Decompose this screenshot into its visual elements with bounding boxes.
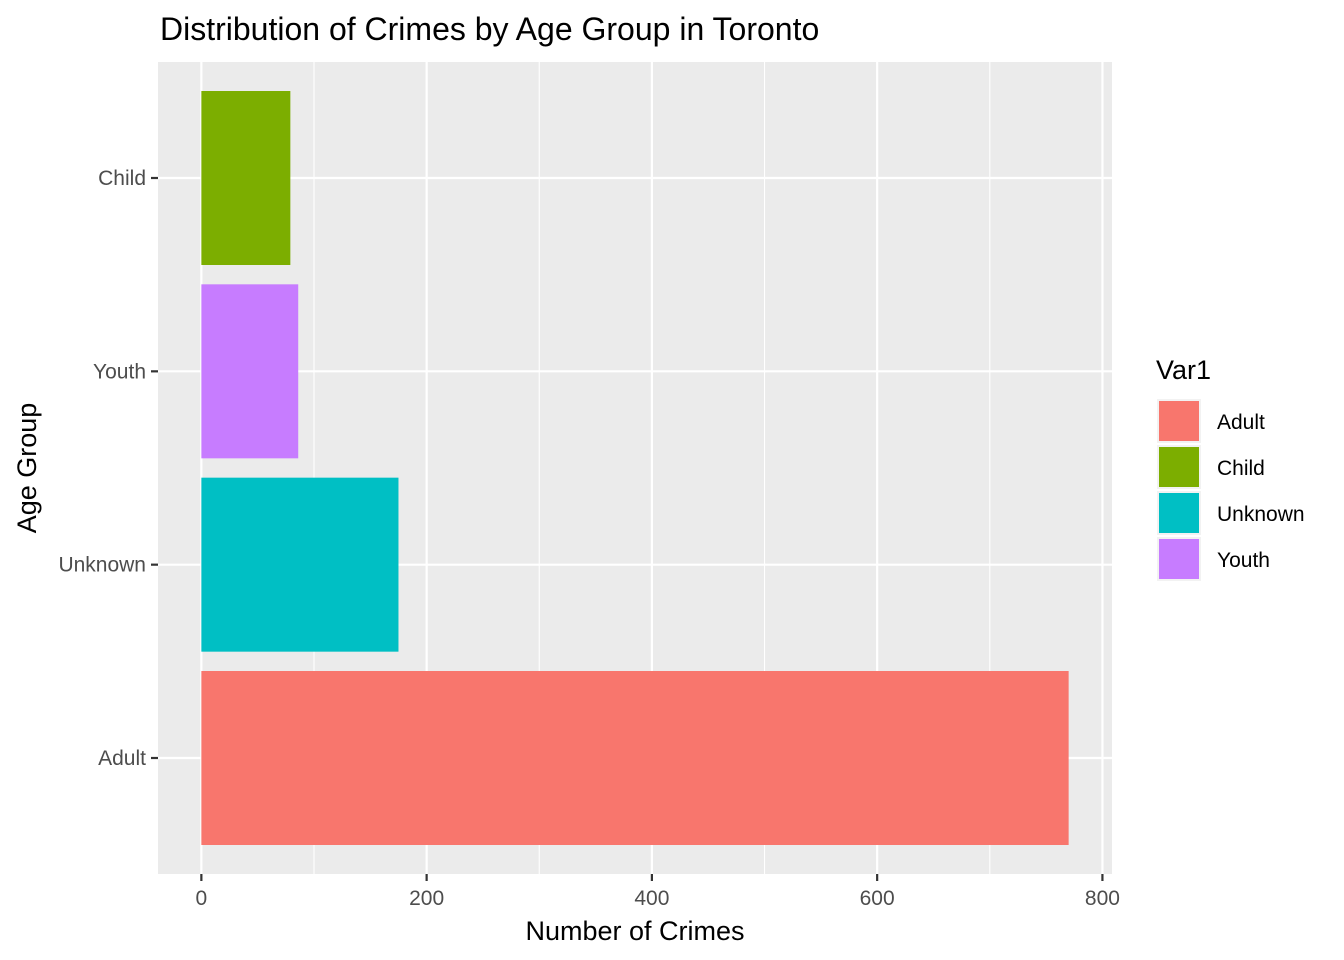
y-tick-label: Adult	[98, 747, 146, 770]
x-tick-label: 600	[860, 887, 895, 910]
x-axis: 0 200 400 600 800	[196, 874, 1120, 910]
legend-swatch-unknown	[1159, 493, 1199, 533]
bar-unknown	[201, 477, 399, 652]
x-tick-label: 400	[634, 887, 669, 910]
chart-title: Distribution of Crimes by Age Group in T…	[160, 11, 819, 47]
bar-youth	[201, 284, 299, 459]
bar-child	[201, 91, 291, 265]
legend-label-unknown: Unknown	[1217, 503, 1305, 526]
legend-swatch-youth	[1159, 539, 1199, 579]
legend: Var1 Adult Child Unknown Youth	[1156, 355, 1305, 581]
y-axis-title: Age Group	[12, 403, 42, 534]
legend-label-adult: Adult	[1217, 411, 1265, 434]
y-axis: Adult Unknown Youth Child	[58, 167, 158, 770]
legend-title: Var1	[1156, 355, 1211, 385]
bars	[201, 91, 1069, 845]
legend-swatch-adult	[1159, 401, 1199, 441]
legend-swatch-child	[1159, 447, 1199, 487]
legend-label-child: Child	[1217, 457, 1265, 480]
y-tick-label: Child	[98, 167, 146, 190]
x-tick-label: 800	[1085, 887, 1120, 910]
y-tick-label: Youth	[93, 360, 146, 383]
legend-label-youth: Youth	[1217, 549, 1270, 572]
bar-adult	[201, 671, 1069, 845]
x-tick-label: 0	[196, 887, 208, 910]
x-tick-label: 200	[409, 887, 444, 910]
x-axis-title: Number of Crimes	[525, 916, 744, 946]
y-tick-label: Unknown	[58, 554, 146, 577]
